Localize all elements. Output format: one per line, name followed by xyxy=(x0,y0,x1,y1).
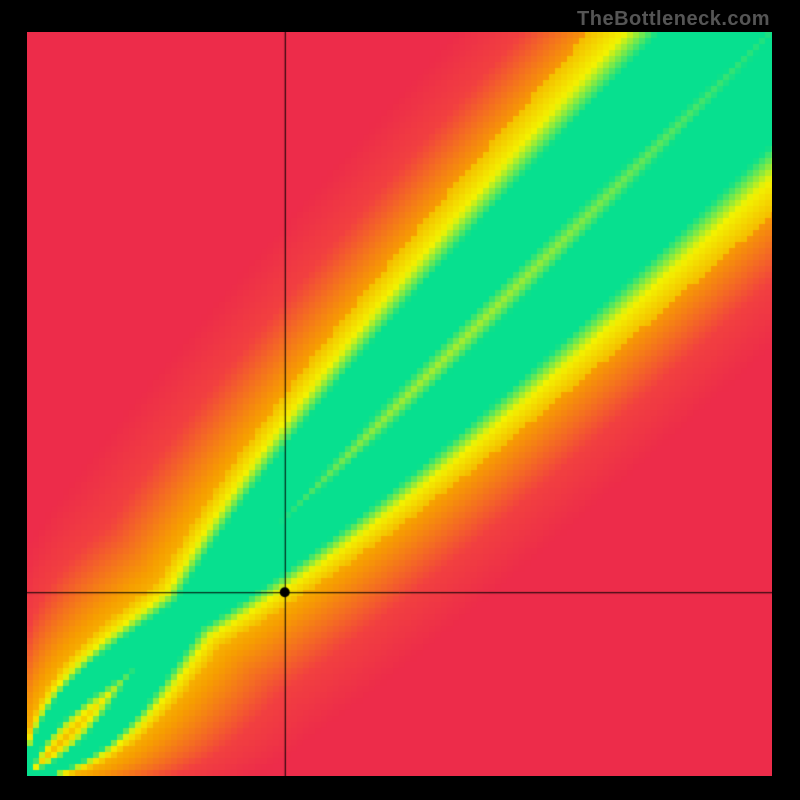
chart-frame: TheBottleneck.com xyxy=(0,0,800,800)
watermark-text: TheBottleneck.com xyxy=(577,8,770,31)
bottleneck-heatmap xyxy=(27,32,772,776)
